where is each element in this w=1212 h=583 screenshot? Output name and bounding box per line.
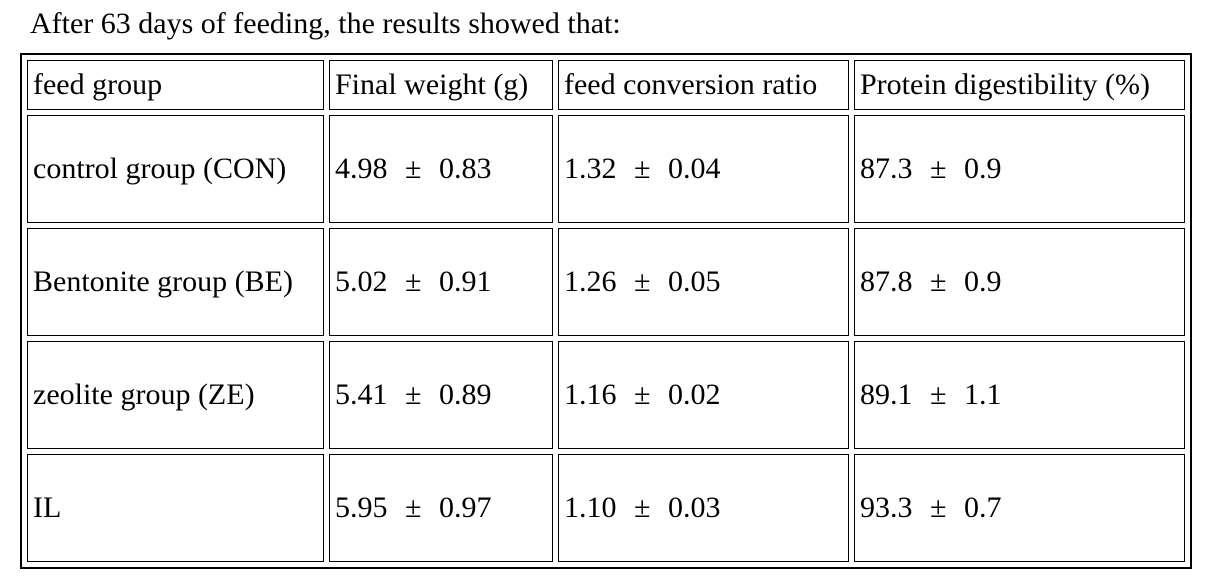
table-row-control: control group (CON) 4.98 ± 0.83 1.32 ± 0… bbox=[27, 115, 1185, 223]
table-row-il: IL 5.95 ± 0.97 1.10 ± 0.03 93.3 ± 0.7 bbox=[27, 454, 1185, 562]
header-protein-digestibility: Protein digestibility (%) bbox=[854, 60, 1185, 110]
cell-protein-digestibility: 87.3 ± 0.9 bbox=[854, 115, 1185, 223]
header-feed-group: feed group bbox=[27, 60, 324, 110]
cell-group: control group (CON) bbox=[27, 115, 324, 223]
cell-feed-conversion-ratio: 1.16 ± 0.02 bbox=[558, 341, 849, 449]
cell-final-weight: 5.41 ± 0.89 bbox=[329, 341, 553, 449]
cell-feed-conversion-ratio: 1.10 ± 0.03 bbox=[558, 454, 849, 562]
cell-final-weight: 5.95 ± 0.97 bbox=[329, 454, 553, 562]
cell-feed-conversion-ratio: 1.32 ± 0.04 bbox=[558, 115, 849, 223]
cell-group: Bentonite group (BE) bbox=[27, 228, 324, 336]
cell-protein-digestibility: 87.8 ± 0.9 bbox=[854, 228, 1185, 336]
table-row-bentonite: Bentonite group (BE) 5.02 ± 0.91 1.26 ± … bbox=[27, 228, 1185, 336]
cell-group: IL bbox=[27, 454, 324, 562]
header-feed-conversion-ratio: feed conversion ratio bbox=[558, 60, 849, 110]
table-row-zeolite: zeolite group (ZE) 5.41 ± 0.89 1.16 ± 0.… bbox=[27, 341, 1185, 449]
intro-text: After 63 days of feeding, the results sh… bbox=[30, 7, 621, 40]
cell-protein-digestibility: 93.3 ± 0.7 bbox=[854, 454, 1185, 562]
cell-group: zeolite group (ZE) bbox=[27, 341, 324, 449]
results-table: feed group Final weight (g) feed convers… bbox=[20, 53, 1192, 569]
cell-protein-digestibility: 89.1 ± 1.1 bbox=[854, 341, 1185, 449]
header-final-weight: Final weight (g) bbox=[329, 60, 553, 110]
cell-final-weight: 5.02 ± 0.91 bbox=[329, 228, 553, 336]
cell-final-weight: 4.98 ± 0.83 bbox=[329, 115, 553, 223]
header-row: feed group Final weight (g) feed convers… bbox=[27, 60, 1185, 110]
cell-feed-conversion-ratio: 1.26 ± 0.05 bbox=[558, 228, 849, 336]
